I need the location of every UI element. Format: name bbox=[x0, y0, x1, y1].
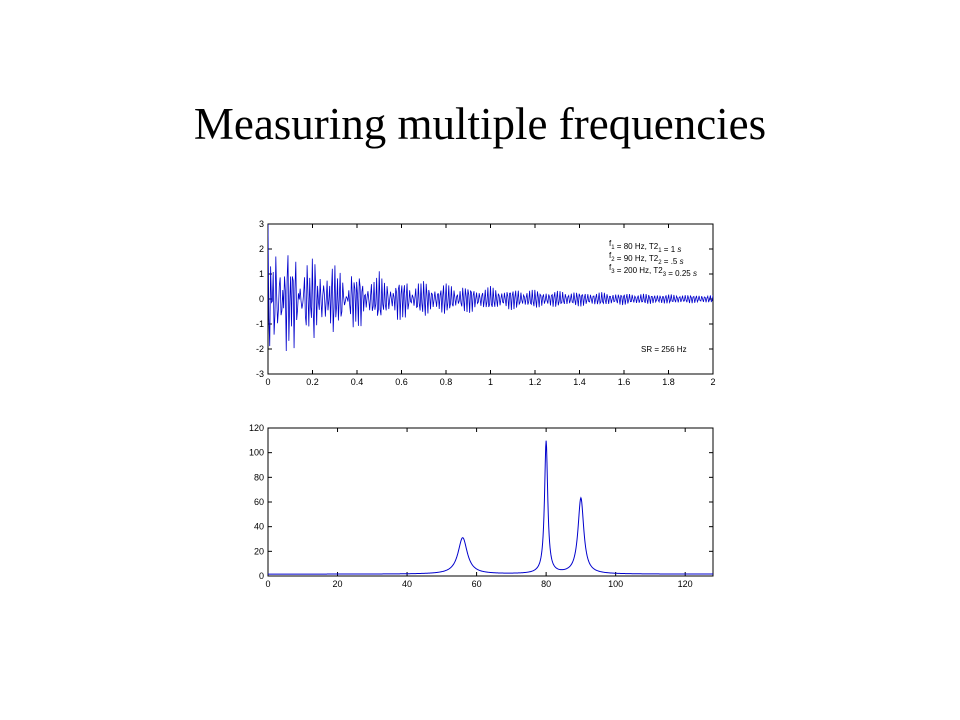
annotation-unit: s bbox=[680, 257, 684, 266]
annotation-sub2: 1 bbox=[658, 248, 662, 254]
annotation-sub: 3 bbox=[611, 269, 615, 275]
x-tick-label: 1 bbox=[488, 377, 493, 387]
annotation-text: = 200 Hz, T2 bbox=[615, 266, 664, 275]
x-tick-label: 40 bbox=[402, 579, 412, 589]
y-tick-label: 0 bbox=[259, 294, 264, 304]
y-tick-label: -2 bbox=[256, 344, 264, 354]
x-tick-label: 0.2 bbox=[306, 377, 319, 387]
time-signal-annotations: f1 = 80 Hz, T21 = 1 sf2 = 90 Hz, T22 = .… bbox=[609, 239, 697, 278]
spectrum-series-line bbox=[268, 440, 713, 575]
annotation-sub: 1 bbox=[611, 245, 615, 251]
y-tick-label: 20 bbox=[254, 546, 264, 556]
annotation-sub2: 2 bbox=[658, 260, 662, 266]
y-tick-label: 80 bbox=[254, 472, 264, 482]
annotation-var: f bbox=[609, 263, 612, 272]
x-tick-label: 80 bbox=[541, 579, 551, 589]
annotation-unit: s bbox=[677, 245, 681, 254]
x-tick-label: 0.8 bbox=[440, 377, 453, 387]
frequency-annotation: f2 = 90 Hz, T22 = .5 s bbox=[609, 251, 684, 266]
x-tick-label: 20 bbox=[333, 579, 343, 589]
y-tick-label: 120 bbox=[249, 423, 264, 433]
y-tick-label: 40 bbox=[254, 522, 264, 532]
y-tick-label: 0 bbox=[259, 571, 264, 581]
slide-title: Measuring multiple frequencies bbox=[193, 99, 767, 149]
y-tick-label: -1 bbox=[256, 319, 264, 329]
spectrum-plot-frame bbox=[267, 427, 714, 577]
x-tick-label: 100 bbox=[608, 579, 623, 589]
x-tick-label: 0 bbox=[265, 579, 270, 589]
x-tick-label: 2 bbox=[710, 377, 715, 387]
x-tick-label: 1.2 bbox=[529, 377, 542, 387]
annotation-sub: 2 bbox=[611, 257, 615, 263]
x-tick-label: 1.4 bbox=[573, 377, 586, 387]
annotation-value: = 1 bbox=[662, 245, 678, 254]
x-tick-label: 60 bbox=[472, 579, 482, 589]
time-signal-plot-area bbox=[268, 224, 713, 351]
frequency-annotation: f3 = 200 Hz, T23 = 0.25 s bbox=[609, 263, 697, 278]
time-signal-series-line bbox=[268, 224, 713, 351]
annotation-value: = .5 bbox=[662, 257, 680, 266]
y-tick-label: 1 bbox=[259, 269, 264, 279]
y-tick-label: -3 bbox=[256, 369, 264, 379]
annotation-text: = 80 Hz, T2 bbox=[615, 242, 659, 251]
annotation-value: = 0.25 bbox=[666, 269, 693, 278]
annotation-text: = 90 Hz, T2 bbox=[615, 254, 659, 263]
annotation-var: f bbox=[609, 239, 612, 248]
y-tick-label: 2 bbox=[259, 244, 264, 254]
y-tick-label: 3 bbox=[259, 219, 264, 229]
x-tick-label: 1.6 bbox=[618, 377, 631, 387]
x-tick-label: 0.4 bbox=[351, 377, 364, 387]
sample-rate-label: SR = 256 Hz bbox=[641, 345, 687, 354]
frequency-annotation: f1 = 80 Hz, T21 = 1 s bbox=[609, 239, 681, 254]
spectrum-ticks: 0 20 40 60 80 100 120 120 100 80 60 40 20 0 bbox=[249, 423, 713, 589]
y-tick-label: 60 bbox=[254, 497, 264, 507]
y-tick-label: 100 bbox=[249, 448, 264, 458]
x-tick-label: 0.6 bbox=[395, 377, 408, 387]
annotation-var: f bbox=[609, 251, 612, 260]
x-tick-label: 1.8 bbox=[662, 377, 675, 387]
annotation-unit: s bbox=[693, 269, 697, 278]
spectrum-chart: 0 20 40 60 80 100 120 120 100 80 60 40 20 0 bbox=[249, 423, 714, 589]
x-tick-label: 120 bbox=[678, 579, 693, 589]
annotation-sub2: 3 bbox=[663, 272, 667, 278]
x-tick-label: 0 bbox=[265, 377, 270, 387]
